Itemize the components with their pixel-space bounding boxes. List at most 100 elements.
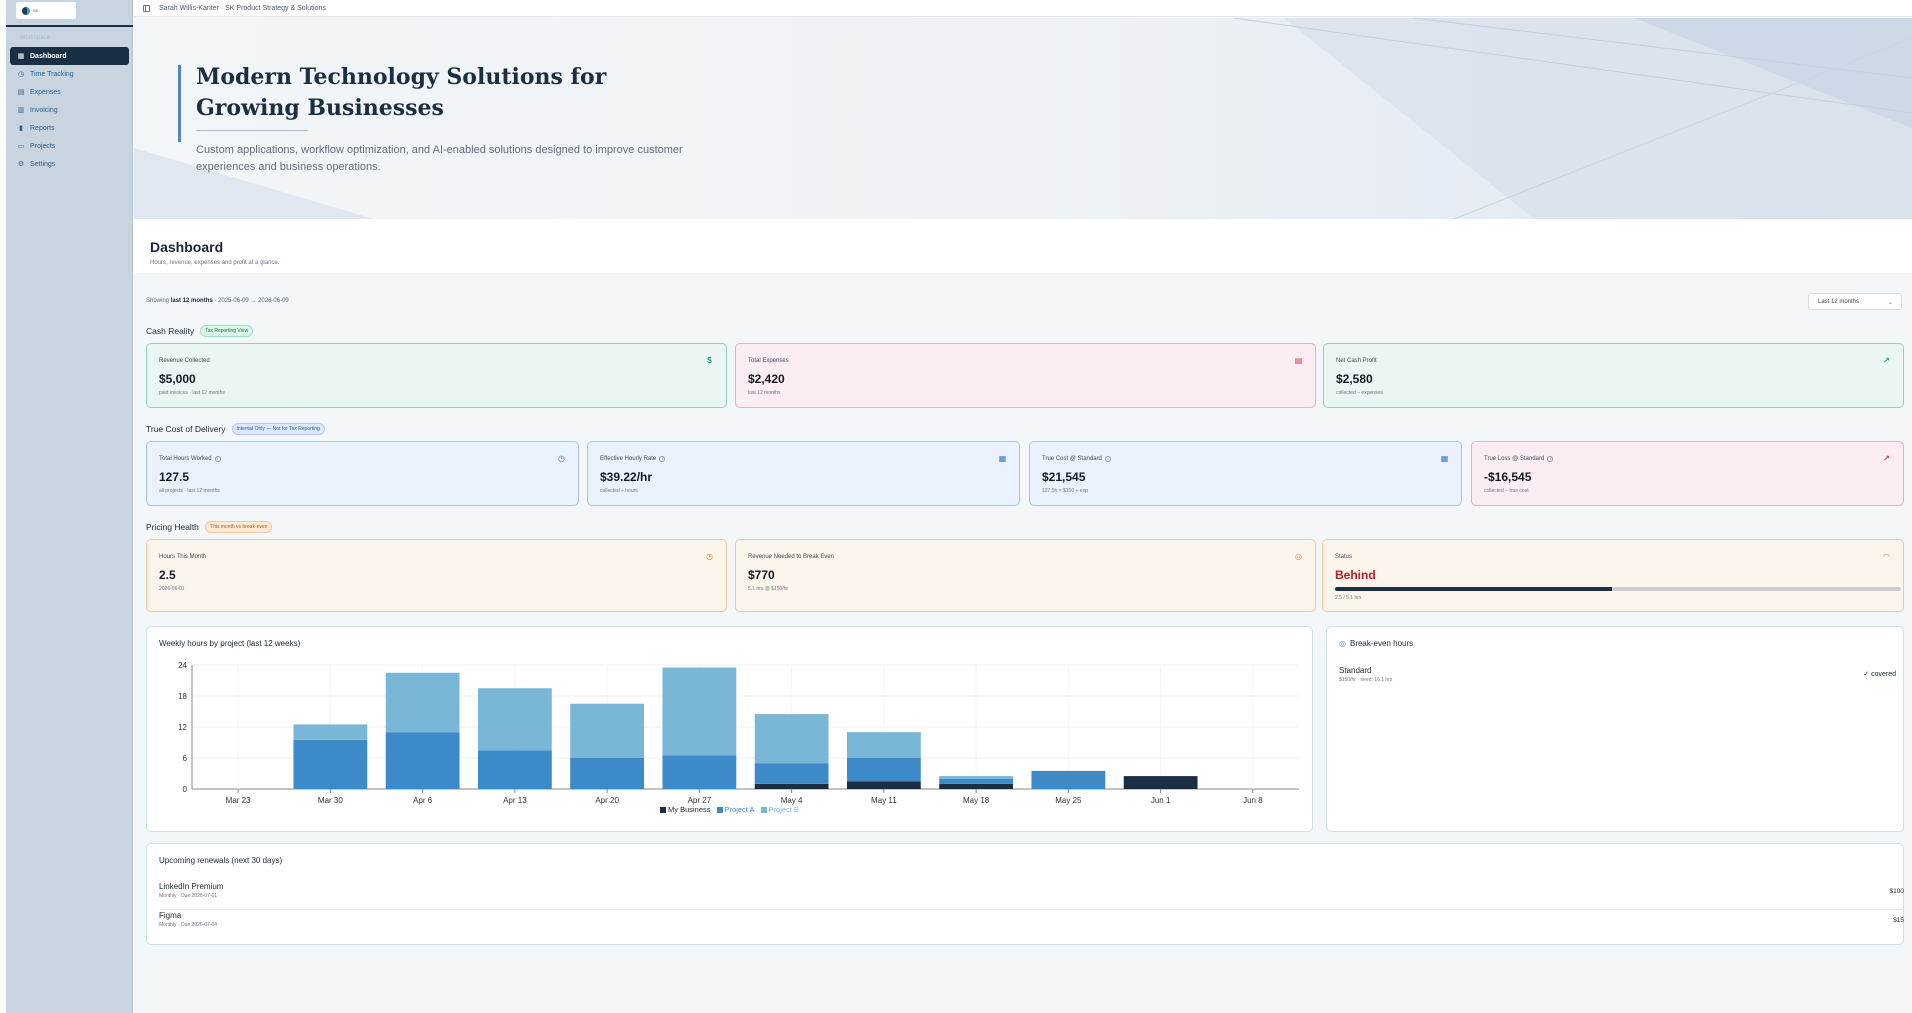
sidebar-divider <box>6 25 133 27</box>
sidebar-item-projects[interactable]: ▭ Projects <box>10 137 129 155</box>
weekly-hours-chart: 0 6 12 18 24 Mar 23 Mar 30 Apr 6 Apr 13 Apr 20 Apr… <box>178 661 1299 805</box>
bar-project-a <box>846 758 921 782</box>
bar-project-a <box>477 750 552 789</box>
page-title: Dashboard <box>150 239 224 255</box>
legend-label: My Business <box>668 805 711 814</box>
x-tick-label: Jun 1 <box>1151 796 1171 805</box>
x-tick-label: Apr 13 <box>503 796 527 805</box>
sidebar-item-reports[interactable]: ▮ Reports <box>10 119 129 137</box>
x-tick-label: Mar 23 <box>226 796 251 805</box>
y-tick-label: 18 <box>178 692 187 701</box>
sidebar-item-invoicing[interactable]: ▥ Invoicing <box>10 101 129 119</box>
sidebar-section-label: Workspace <box>20 35 50 41</box>
bar-project-a <box>1031 770 1106 789</box>
bar-project-a <box>662 755 737 789</box>
legend-swatch <box>660 806 667 813</box>
topbar-title: Sarah Willis-Kanter · SK Product Strateg… <box>159 4 326 12</box>
app-logo[interactable]: SK <box>16 2 76 19</box>
period-select-value: Last 12 months <box>1818 298 1860 305</box>
card-value: -$16,545 <box>1484 470 1532 484</box>
target-icon: ◎ <box>1339 639 1346 648</box>
card-label: Net Cash Profit <box>1336 358 1377 364</box>
y-tick-label: 24 <box>178 661 187 670</box>
sidebar-toggle-icon[interactable] <box>143 4 150 12</box>
legend-swatch <box>760 806 767 813</box>
card-note: collected − true cost <box>1484 488 1529 494</box>
break-even-progress-bar <box>1335 587 1901 591</box>
clock-icon: ◷ <box>17 71 25 78</box>
gear-icon: ⚙ <box>17 161 25 168</box>
dollar-icon: $ <box>707 356 712 365</box>
info-icon[interactable]: i <box>1104 456 1111 462</box>
card-label: True Loss @ Standard i <box>1484 456 1554 462</box>
effective-hourly-rate-card: Effective Hourly Rate i ▦ $39.22/hr collecte… <box>587 441 1020 506</box>
legend-item-project-b[interactable]: Project B <box>760 805 799 814</box>
legend-swatch <box>716 806 723 813</box>
card-label: Total Hours Worked i <box>159 456 221 462</box>
sidebar-item-label: Time Tracking <box>30 70 74 78</box>
sidebar-item-time-tracking[interactable]: ◷ Time Tracking <box>10 65 129 83</box>
bar-project-b <box>477 688 552 751</box>
card-label-text: True Cost @ Standard <box>1042 456 1102 462</box>
info-icon[interactable]: i <box>659 456 666 462</box>
chart-legend: My Business Project A Project B <box>147 805 1312 814</box>
trend-up-icon: ↗ <box>1883 356 1890 365</box>
x-tick-label: May 11 <box>871 796 897 805</box>
card-label-text: Revenue Needed to Break Even <box>748 554 835 560</box>
break-even-progress-fill <box>1335 587 1613 591</box>
card-value: $21,545 <box>1042 470 1086 484</box>
sidebar-item-dashboard[interactable]: ▦ Dashboard <box>10 47 129 65</box>
card-value: 127.5 <box>159 470 190 484</box>
card-note: paid invoices · last 12 months <box>159 390 225 396</box>
status-card: Status ◠ Behind 2.5 / 5.1 hrs <box>1322 539 1904 612</box>
renewal-detail: Monthly · Due 2026-07-04 <box>159 922 218 928</box>
card-label-text: Total Expenses <box>748 358 789 364</box>
period-select[interactable]: Last 12 months ⌄ <box>1808 293 1902 310</box>
sidebar-item-expenses[interactable]: ▤ Expenses <box>10 83 129 101</box>
card-note: 127.5h × $150 + exp <box>1042 488 1088 494</box>
pricing-health-header: Pricing Health This month vs break-even <box>146 521 273 533</box>
list-item[interactable]: Figma Monthly · Due 2026-07-04 $15 <box>159 911 1904 939</box>
x-tick-label: Mar 30 <box>318 796 343 805</box>
break-even-row-detail: $150/hr · need: 16.1 hrs <box>1339 677 1393 683</box>
clock-icon: ◷ <box>558 454 565 463</box>
weekly-hours-chart-panel: Weekly hours by project (last 12 weeks) … <box>146 626 1313 832</box>
renewal-name: Figma <box>159 911 182 920</box>
chart-title: Weekly hours by project (last 12 weeks) <box>159 639 301 648</box>
card-value: $39.22/hr <box>600 470 653 484</box>
showing-period: last 12 months <box>170 298 213 304</box>
card-note: collected − expenses <box>1336 390 1383 396</box>
status-card-label: Status <box>1335 554 1353 560</box>
hours-this-month-card: Hours This Month ◷ 2.5 2026-06-01 <box>146 539 727 612</box>
date-range-summary: Showing last 12 months · 2025-06-09 → 20… <box>146 298 289 304</box>
hero-divider <box>196 130 308 131</box>
true-cost-badge: Internal Only — Not for Tax Reporting <box>231 423 325 435</box>
bar-project-b <box>385 672 460 733</box>
card-label: True Cost @ Standard i <box>1042 456 1111 462</box>
showing-dates: · 2025-06-09 → 2026-06-09 <box>214 298 289 304</box>
sidebar-item-settings[interactable]: ⚙ Settings <box>10 155 129 173</box>
true-cost-title: True Cost of Delivery <box>146 424 226 434</box>
info-icon[interactable]: i <box>214 456 221 462</box>
bar-my-business <box>754 783 829 789</box>
logo-text: SK <box>33 8 39 13</box>
renewal-amount: $15 <box>1893 917 1904 924</box>
true-loss-standard-card: True Loss @ Standard i ↗ -$16,545 collected … <box>1471 441 1904 506</box>
pricing-health-title: Pricing Health <box>146 522 199 532</box>
renewal-name: LinkedIn Premium <box>159 882 224 891</box>
card-label-text: Total Hours Worked <box>159 456 212 462</box>
bar-my-business <box>846 781 921 789</box>
legend-item-my-business[interactable]: My Business <box>660 805 711 814</box>
dashboard-header: Dashboard Hours, revenue, expenses and p… <box>134 219 1912 273</box>
info-icon[interactable]: i <box>1547 456 1554 462</box>
break-even-row-name: Standard <box>1339 666 1372 675</box>
card-label-text: Hours This Month <box>159 554 207 560</box>
legend-item-project-a[interactable]: Project A <box>716 805 755 814</box>
list-item[interactable]: LinkedIn Premium Monthly · Due 2026-07-0… <box>159 882 1904 910</box>
clock-icon: ◷ <box>706 552 713 561</box>
renewal-amount: $100 <box>1889 888 1904 895</box>
gauge-icon: ◠ <box>1883 552 1890 561</box>
document-icon: ▥ <box>17 107 25 114</box>
cash-reality-header: Cash Reality Tax Reporting View <box>146 325 254 337</box>
card-value: $2,580 <box>1336 372 1373 386</box>
